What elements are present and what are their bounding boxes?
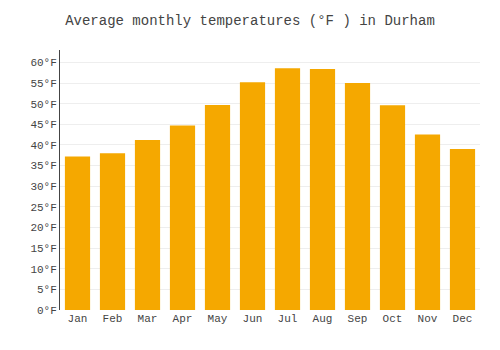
svg-text:10°F: 10°F (30, 264, 56, 276)
svg-text:25°F: 25°F (30, 202, 56, 214)
svg-text:50°F: 50°F (30, 99, 56, 111)
svg-text:45°F: 45°F (30, 119, 56, 131)
svg-text:40°F: 40°F (30, 140, 56, 152)
svg-text:60°F: 60°F (30, 57, 56, 69)
svg-text:Nov: Nov (418, 313, 438, 325)
svg-text:0°F: 0°F (37, 305, 57, 317)
svg-text:Apr: Apr (173, 313, 193, 325)
svg-text:Sep: Sep (348, 313, 368, 325)
svg-text:Dec: Dec (453, 313, 473, 325)
svg-text:Aug: Aug (313, 313, 333, 325)
svg-text:Jun: Jun (243, 313, 263, 325)
svg-text:30°F: 30°F (30, 181, 56, 193)
svg-text:May: May (208, 313, 228, 325)
svg-text:55°F: 55°F (30, 78, 56, 90)
svg-text:Feb: Feb (103, 313, 123, 325)
svg-text:Jul: Jul (278, 313, 298, 325)
svg-text:5°F: 5°F (37, 284, 57, 296)
svg-text:35°F: 35°F (30, 160, 56, 172)
svg-text:Mar: Mar (138, 313, 158, 325)
svg-text:Jan: Jan (68, 313, 88, 325)
svg-text:Oct: Oct (383, 313, 403, 325)
svg-text:Average monthly temperatures (: Average monthly temperatures (°F ) in Du… (65, 13, 435, 29)
svg-text:20°F: 20°F (30, 222, 56, 234)
svg-text:15°F: 15°F (30, 243, 56, 255)
